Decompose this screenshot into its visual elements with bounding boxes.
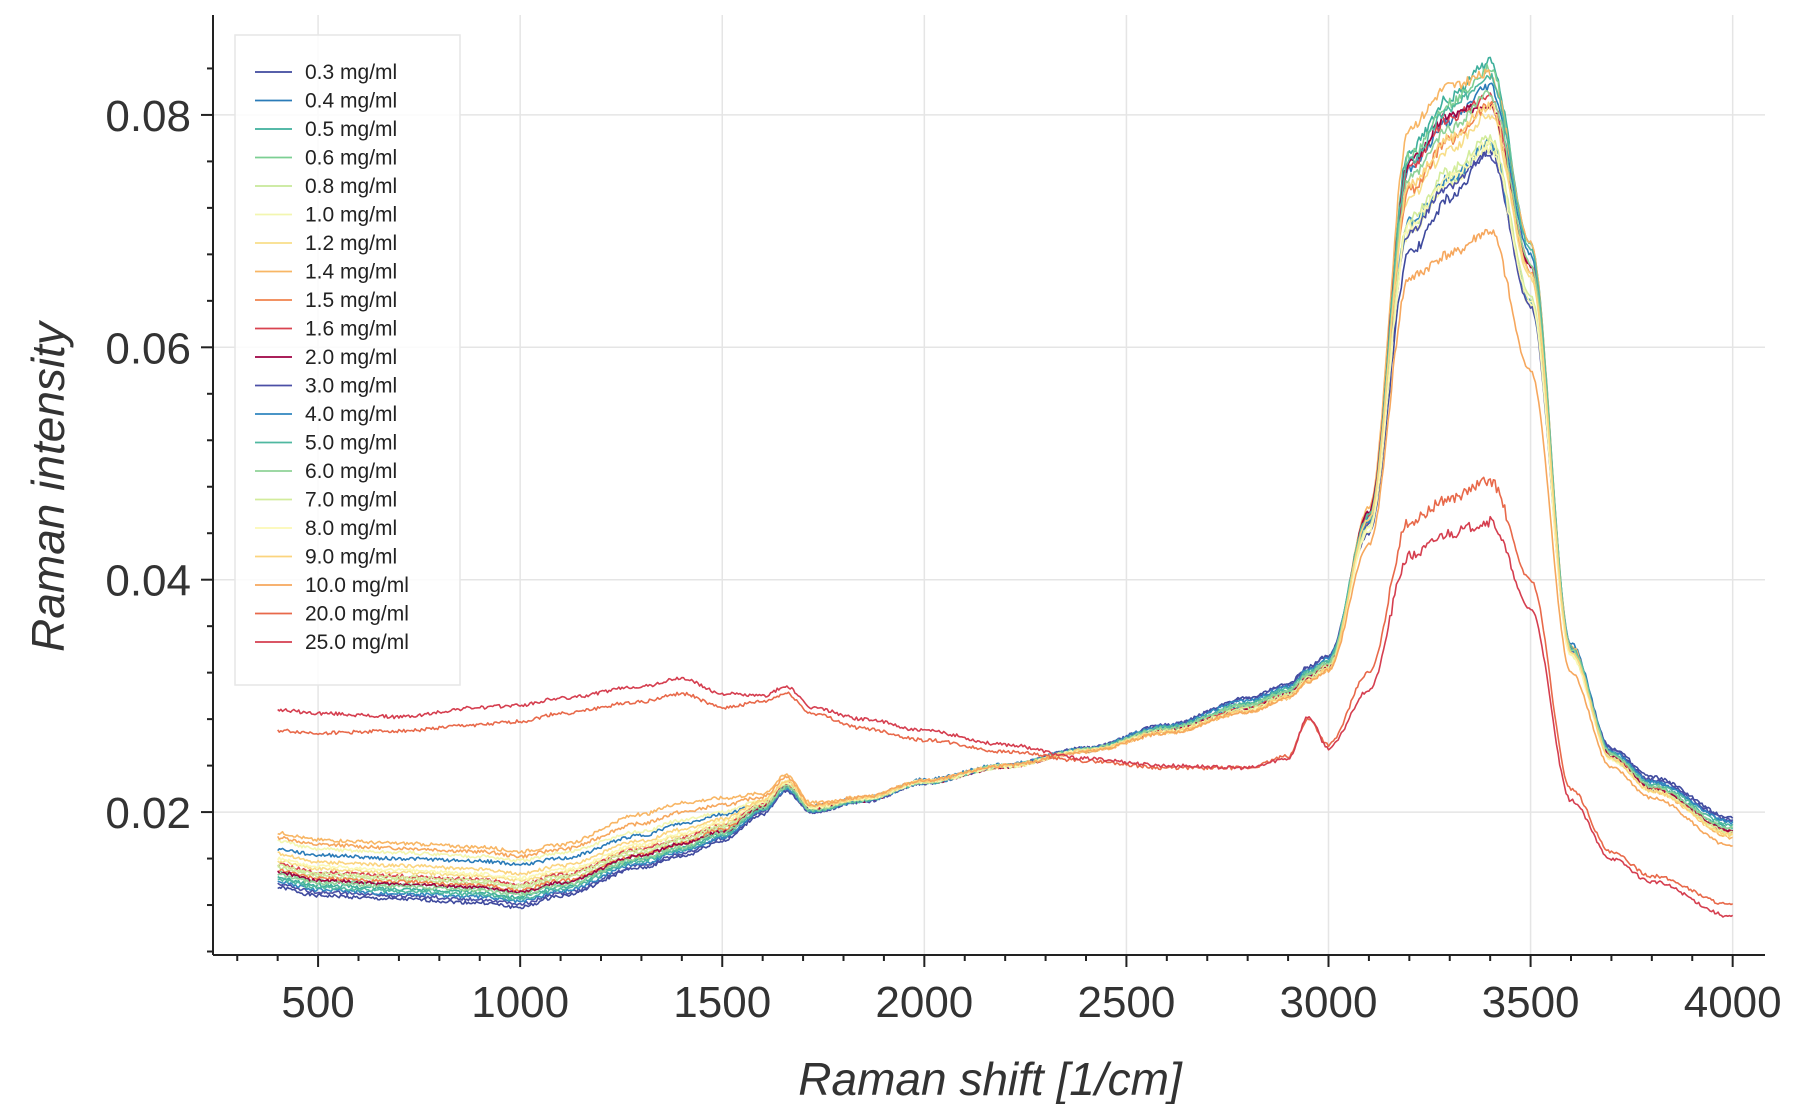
legend-label: 4.0 mg/ml bbox=[305, 403, 397, 426]
legend-label: 25.0 mg/ml bbox=[305, 631, 409, 654]
legend-label: 0.5 mg/ml bbox=[305, 118, 397, 141]
y-axis-label: Raman intensity bbox=[22, 319, 74, 652]
legend-label: 3.0 mg/ml bbox=[305, 375, 397, 398]
x-tick-label: 4000 bbox=[1684, 978, 1782, 1027]
legend-label: 1.5 mg/ml bbox=[305, 289, 397, 312]
legend-label: 10.0 mg/ml bbox=[305, 574, 409, 597]
x-tick-label: 1500 bbox=[673, 978, 771, 1027]
legend-label: 6.0 mg/ml bbox=[305, 460, 397, 483]
legend-label: 9.0 mg/ml bbox=[305, 546, 397, 569]
legend-label: 7.0 mg/ml bbox=[305, 489, 397, 512]
series-line-16 bbox=[277, 139, 1733, 881]
x-tick-label: 1000 bbox=[471, 978, 569, 1027]
series-line-19 bbox=[277, 476, 1734, 906]
y-tick-label: 0.06 bbox=[105, 324, 191, 373]
y-tick-label: 0.08 bbox=[105, 92, 191, 141]
series-line-17 bbox=[277, 101, 1733, 876]
x-tick-label: 2000 bbox=[875, 978, 973, 1027]
x-tick-label: 2500 bbox=[1077, 978, 1175, 1027]
series-line-20 bbox=[277, 515, 1734, 918]
legend-label: 0.4 mg/ml bbox=[305, 90, 397, 113]
grid bbox=[213, 15, 1765, 955]
x-axis-label: Raman shift [1/cm] bbox=[798, 1053, 1183, 1104]
y-ticks: 0.02 0.04 0.06 0.08 bbox=[105, 67, 213, 953]
series-line-11 bbox=[277, 152, 1734, 906]
series-lines bbox=[276, 56, 1734, 918]
legend: 0.3 mg/ml 0.4 mg/ml 0.5 mg/ml 0.6 mg/ml 0.8 … bbox=[234, 34, 461, 686]
legend-label: 8.0 mg/ml bbox=[305, 517, 397, 540]
x-tick-label: 3500 bbox=[1482, 978, 1580, 1027]
legend-label: 20.0 mg/ml bbox=[305, 603, 409, 626]
legend-label: 5.0 mg/ml bbox=[305, 432, 397, 455]
legend-label: 1.0 mg/ml bbox=[305, 204, 397, 227]
y-tick-label: 0.02 bbox=[105, 789, 191, 838]
legend-label: 0.3 mg/ml bbox=[305, 61, 397, 84]
legend-label: 0.6 mg/ml bbox=[305, 147, 397, 170]
x-tick-label: 500 bbox=[281, 978, 354, 1027]
axes bbox=[212, 15, 1765, 956]
legend-label: 1.6 mg/ml bbox=[305, 318, 397, 341]
series-line-18 bbox=[276, 228, 1733, 859]
legend-label: 1.4 mg/ml bbox=[305, 261, 397, 284]
x-ticks: 500 1000 1500 2000 2500 3000 3500 4000 bbox=[236, 955, 1782, 1027]
y-tick-label: 0.04 bbox=[105, 557, 191, 606]
x-tick-label: 3000 bbox=[1280, 978, 1378, 1027]
legend-label: 1.2 mg/ml bbox=[305, 232, 397, 255]
legend-label: 2.0 mg/ml bbox=[305, 346, 397, 369]
legend-label: 0.8 mg/ml bbox=[305, 175, 397, 198]
series-line-0 bbox=[277, 148, 1734, 910]
legend-frame bbox=[234, 34, 461, 686]
